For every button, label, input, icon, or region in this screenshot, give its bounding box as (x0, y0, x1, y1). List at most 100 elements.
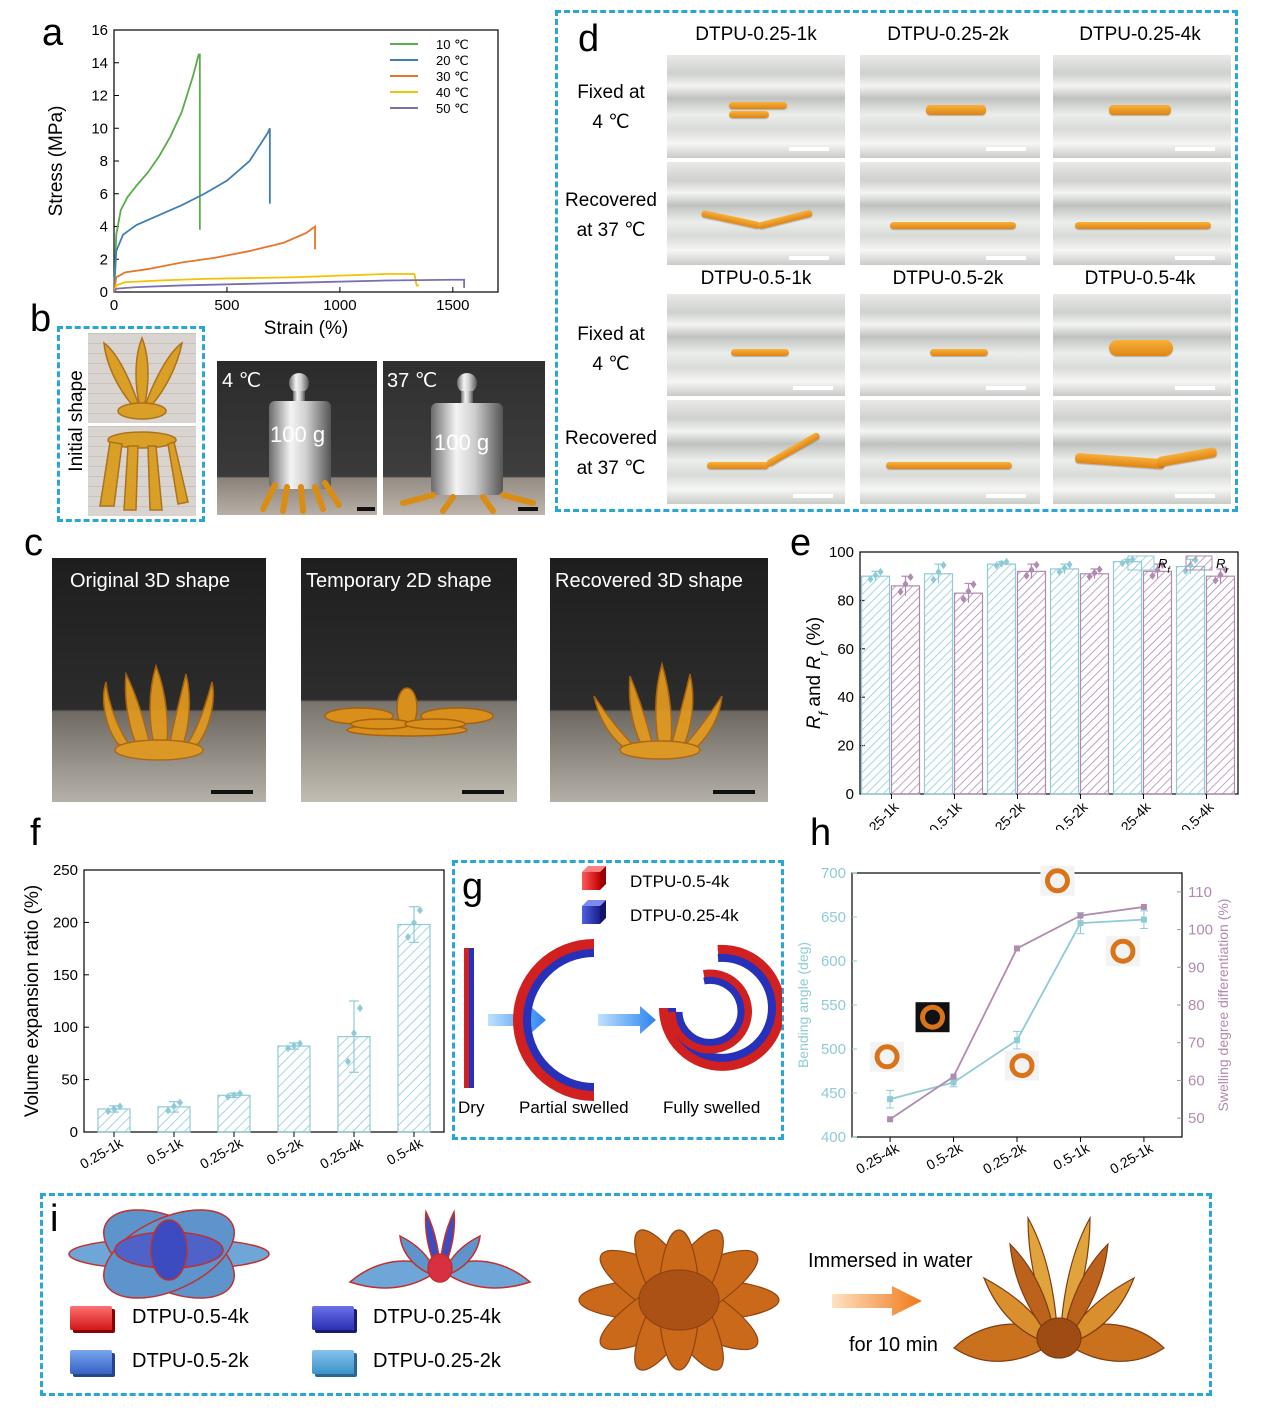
y-tick-label-e: 60 (837, 641, 854, 658)
x-tick-label-e: 0.5-4k (1178, 798, 1218, 830)
x-tick-label-h: 0.25-2k (980, 1139, 1029, 1177)
title-dtpu-05-2k: DTPU-0.5-2k (892, 268, 1004, 289)
data-point-e (1119, 559, 1126, 568)
y-tick-label-a: 2 (100, 251, 108, 268)
data-point-swelling (887, 1116, 894, 1123)
bar-e-0-3 (1049, 568, 1080, 795)
bar-e-1-0 (890, 585, 921, 795)
caption-original-3d: Original 3D shape (70, 570, 231, 592)
x-tick-label-e: 0.5-2k (1052, 798, 1092, 830)
x-tick-label-a: 1000 (323, 297, 356, 314)
x-tick-label-f: 0.5-4k (384, 1134, 427, 1168)
y-tick-label-right-h: 100 (1188, 922, 1213, 939)
x-tick-label-a: 0 (110, 297, 118, 314)
original-3d-photo (52, 558, 266, 802)
data-point-f (165, 1106, 171, 1115)
data-point-f (117, 1102, 123, 1111)
y-tick-label-e: 80 (837, 592, 854, 609)
data-point-f (285, 1044, 291, 1053)
y-tick-label-right-h: 50 (1188, 1110, 1205, 1127)
x-tick-label-f: 0.25-4k (317, 1134, 366, 1172)
data-point-e (1066, 560, 1073, 569)
panel-label-b: b (30, 298, 52, 340)
data-point-e (993, 561, 1000, 570)
legend-label-a-3: 40 ℃ (436, 85, 469, 100)
weight-photo-4c (217, 361, 377, 515)
x-tick-label-h: 0.5-1k (1050, 1139, 1093, 1173)
legend-label-a-2: 30 ℃ (436, 69, 469, 84)
scale-bar-c1 (211, 790, 253, 794)
data-point-e (1091, 568, 1098, 577)
ring-thumbnail (920, 1004, 946, 1030)
y-tick-label-a: 4 (100, 219, 108, 236)
y-tick-label-a: 14 (91, 55, 108, 72)
i-legend-05-4k: DTPU-0.5-4k (132, 1306, 249, 1328)
title-dtpu-05-4k: DTPU-0.5-4k (1084, 268, 1196, 289)
ring-thumbnail (874, 1044, 900, 1070)
photo-025-2k-fixed (860, 55, 1040, 158)
y-tick-label-a: 8 (100, 153, 108, 170)
legend-swatch-e-1 (1185, 555, 1213, 571)
data-point-bending (1014, 1037, 1020, 1044)
data-point-e (930, 575, 937, 584)
data-point-e (1023, 571, 1030, 580)
weight-label-1: 100 g (270, 422, 326, 447)
panel-label-g: g (462, 866, 484, 908)
g-legend-025-4k: DTPU-0.25-4k (630, 906, 739, 925)
y-tick-label-right-h: 110 (1188, 884, 1212, 901)
photo-025-1k-fixed (667, 55, 845, 158)
data-point-e (1028, 565, 1035, 574)
data-point-swelling (1077, 912, 1084, 919)
flower-photo-bloom (953, 1215, 1165, 1362)
legend-cube-blue (582, 900, 606, 924)
data-point-e (1061, 563, 1068, 572)
y-tick-label-left-h: 600 (821, 953, 846, 970)
data-point-f (237, 1089, 243, 1098)
initial-shape-photo-top (88, 333, 196, 423)
recovered-line1: Recovered (565, 190, 657, 211)
y-axis-label-left-h: Bending angle (deg) (795, 942, 811, 1068)
x-tick-label-h: 0.5-2k (923, 1139, 966, 1173)
legend-main: R (1216, 556, 1225, 571)
y-tick-label-right-h: 80 (1188, 997, 1205, 1014)
y-tick-label-e: 20 (837, 738, 854, 755)
x-tick-label-f: 0.5-1k (144, 1134, 187, 1168)
fixed-line1-b: Fixed at (577, 324, 645, 345)
series-line-a-3 (113, 273, 419, 293)
y-tick-label-left-h: 650 (821, 909, 846, 926)
x-tick-label-h: 0.25-1k (1107, 1139, 1156, 1177)
data-point-bending (887, 1096, 894, 1103)
bar-e-0-5 (1175, 565, 1206, 795)
bar-e-1-1 (953, 592, 984, 795)
x-tick-label-f: 0.25-2k (197, 1134, 246, 1172)
photo-05-2k-recovered (860, 400, 1040, 504)
bar-f-5 (397, 923, 431, 1133)
arrow-icon (832, 1286, 922, 1316)
g-legend-05-4k: DTPU-0.5-4k (630, 872, 730, 891)
i-legend-05-2k: DTPU-0.5-2k (132, 1350, 249, 1372)
data-point-e (897, 587, 904, 596)
initial-shape-photo-bottom (88, 426, 196, 516)
y-label-part-e: r (816, 651, 831, 656)
legend-sub: r (1225, 565, 1229, 575)
y-tick-label-left-h: 500 (821, 1041, 846, 1058)
data-point-e (1159, 560, 1166, 569)
y-tick-label-e: 40 (837, 689, 854, 706)
recovered-line2-b: at 37 ℃ (576, 458, 646, 479)
y-tick-label-f: 250 (53, 862, 78, 879)
y-axis-label-right-h: Swelling degree differentiation (%) (1215, 899, 1231, 1112)
g-state-fully: Fully swelled (663, 1098, 761, 1117)
fixed-line1: Fixed at (577, 82, 645, 103)
data-point-f (297, 1039, 303, 1048)
y-tick-label-f: 200 (53, 914, 78, 931)
data-point-e (1217, 570, 1224, 579)
data-point-f (171, 1102, 177, 1111)
g-state-dry: Dry (458, 1098, 485, 1117)
data-point-e (970, 580, 977, 589)
weight-photo-37c (383, 361, 545, 515)
flower-model-bloom (348, 1209, 532, 1289)
y-label-part-e: f (816, 711, 831, 716)
y-tick-label-a: 12 (91, 88, 108, 105)
panel-label-f: f (30, 812, 41, 854)
cube-icon-05-4k (70, 1306, 112, 1330)
